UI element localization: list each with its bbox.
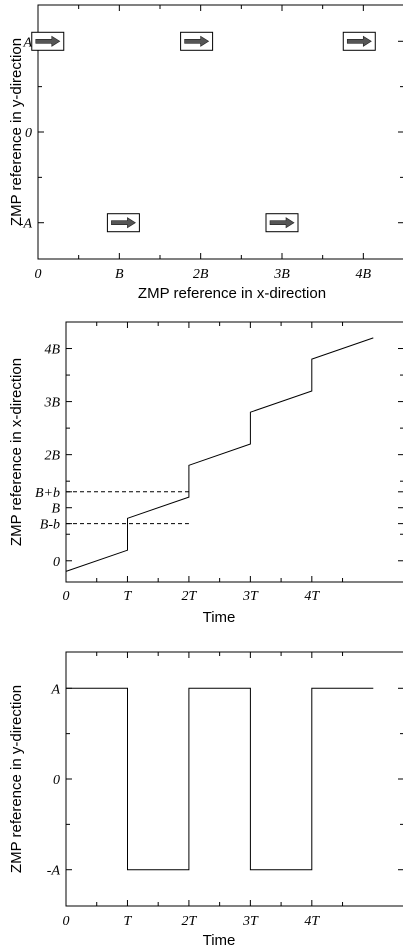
footstep-marker (265, 213, 299, 233)
tick-marks (66, 322, 403, 582)
y-tick-labels: 4B 3B 2B B+bBB-b 0 (35, 343, 60, 570)
series-lines (66, 687, 374, 871)
footstep-marker (31, 31, 65, 51)
x-tick-label: 4T (304, 589, 320, 604)
x-tick-label: 2B (193, 267, 209, 282)
panel-footstep-plan: 0 B 2B 3B 4B A 0 -A ZMP reference in y-directi… (8, 4, 403, 302)
y-axis-title: ZMP reference in x-direction (8, 358, 25, 546)
x-tick-labels: 0 T 2T 3T 4T (63, 914, 321, 929)
panel-y-reference: 0 T 2T 3T 4T A 0 -A ZMP reference in y-directi… (8, 651, 403, 949)
y-tick-label: -A (47, 864, 61, 879)
y-tick-label: 0 (53, 773, 60, 788)
x-axis-title: ZMP reference in x-direction (138, 285, 326, 302)
x-tick-label: 3B (273, 267, 290, 282)
x-tick-labels: 0 T 2T 3T 4T (63, 589, 321, 604)
x-axis-title: Time (203, 609, 236, 626)
x-tick-label: 0 (63, 914, 70, 929)
arrow-right-icon (111, 217, 136, 229)
x-axis-title: Time (203, 932, 236, 949)
x-tick-labels: 0 B 2B 3B 4B (35, 267, 372, 282)
series-lines (65, 337, 374, 572)
y-tick-label: 4B (44, 343, 60, 358)
x-tick-label: T (124, 914, 133, 929)
y-tick-label: A (22, 35, 32, 50)
footstep-markers (31, 31, 376, 233)
x-tick-label: 3T (242, 589, 259, 604)
x-tick-label: 3T (242, 914, 259, 929)
x-tick-label: 2T (182, 914, 198, 929)
arrow-right-icon (35, 35, 61, 47)
y-tick-label: A (50, 682, 60, 697)
x-tick-label: 4T (304, 914, 320, 929)
y-tick-label: B-b (40, 518, 60, 533)
y-tick-label: B+b (35, 486, 60, 501)
arrow-right-icon (269, 217, 295, 229)
y-tick-label: -A (19, 217, 33, 232)
footstep-marker (180, 31, 214, 51)
y-tick-labels: A 0 -A (47, 682, 61, 878)
y-tick-label: 0 (53, 555, 60, 570)
footstep-marker (342, 31, 376, 51)
series-line (66, 687, 374, 871)
footstep-marker (106, 213, 140, 233)
tick-marks (66, 652, 403, 906)
arrow-right-icon (346, 35, 372, 47)
y-tick-labels: A 0 -A (19, 35, 33, 231)
x-tick-label: 4B (356, 267, 372, 282)
x-tick-label: 0 (63, 589, 70, 604)
y-axis-title: ZMP reference in y-direction (8, 38, 25, 226)
x-tick-label: 2T (182, 589, 198, 604)
y-tick-label: 3B (43, 396, 60, 411)
y-axis-title: ZMP reference in y-direction (8, 685, 25, 873)
series-line (65, 337, 374, 572)
x-tick-label: T (124, 589, 133, 604)
plot-frame (65, 651, 403, 907)
arrow-right-icon (184, 35, 210, 47)
panel-x-reference: 0 T 2T 3T 4T 4B 3B 2B B+bBB-b 0 ZMP reference in… (8, 321, 403, 626)
y-tick-label: B (51, 502, 60, 517)
y-tick-label: 2B (44, 449, 60, 464)
x-tick-label: B (115, 267, 124, 282)
x-tick-label: 0 (35, 267, 42, 282)
plot-frame (65, 321, 403, 583)
y-tick-label: 0 (25, 126, 32, 141)
